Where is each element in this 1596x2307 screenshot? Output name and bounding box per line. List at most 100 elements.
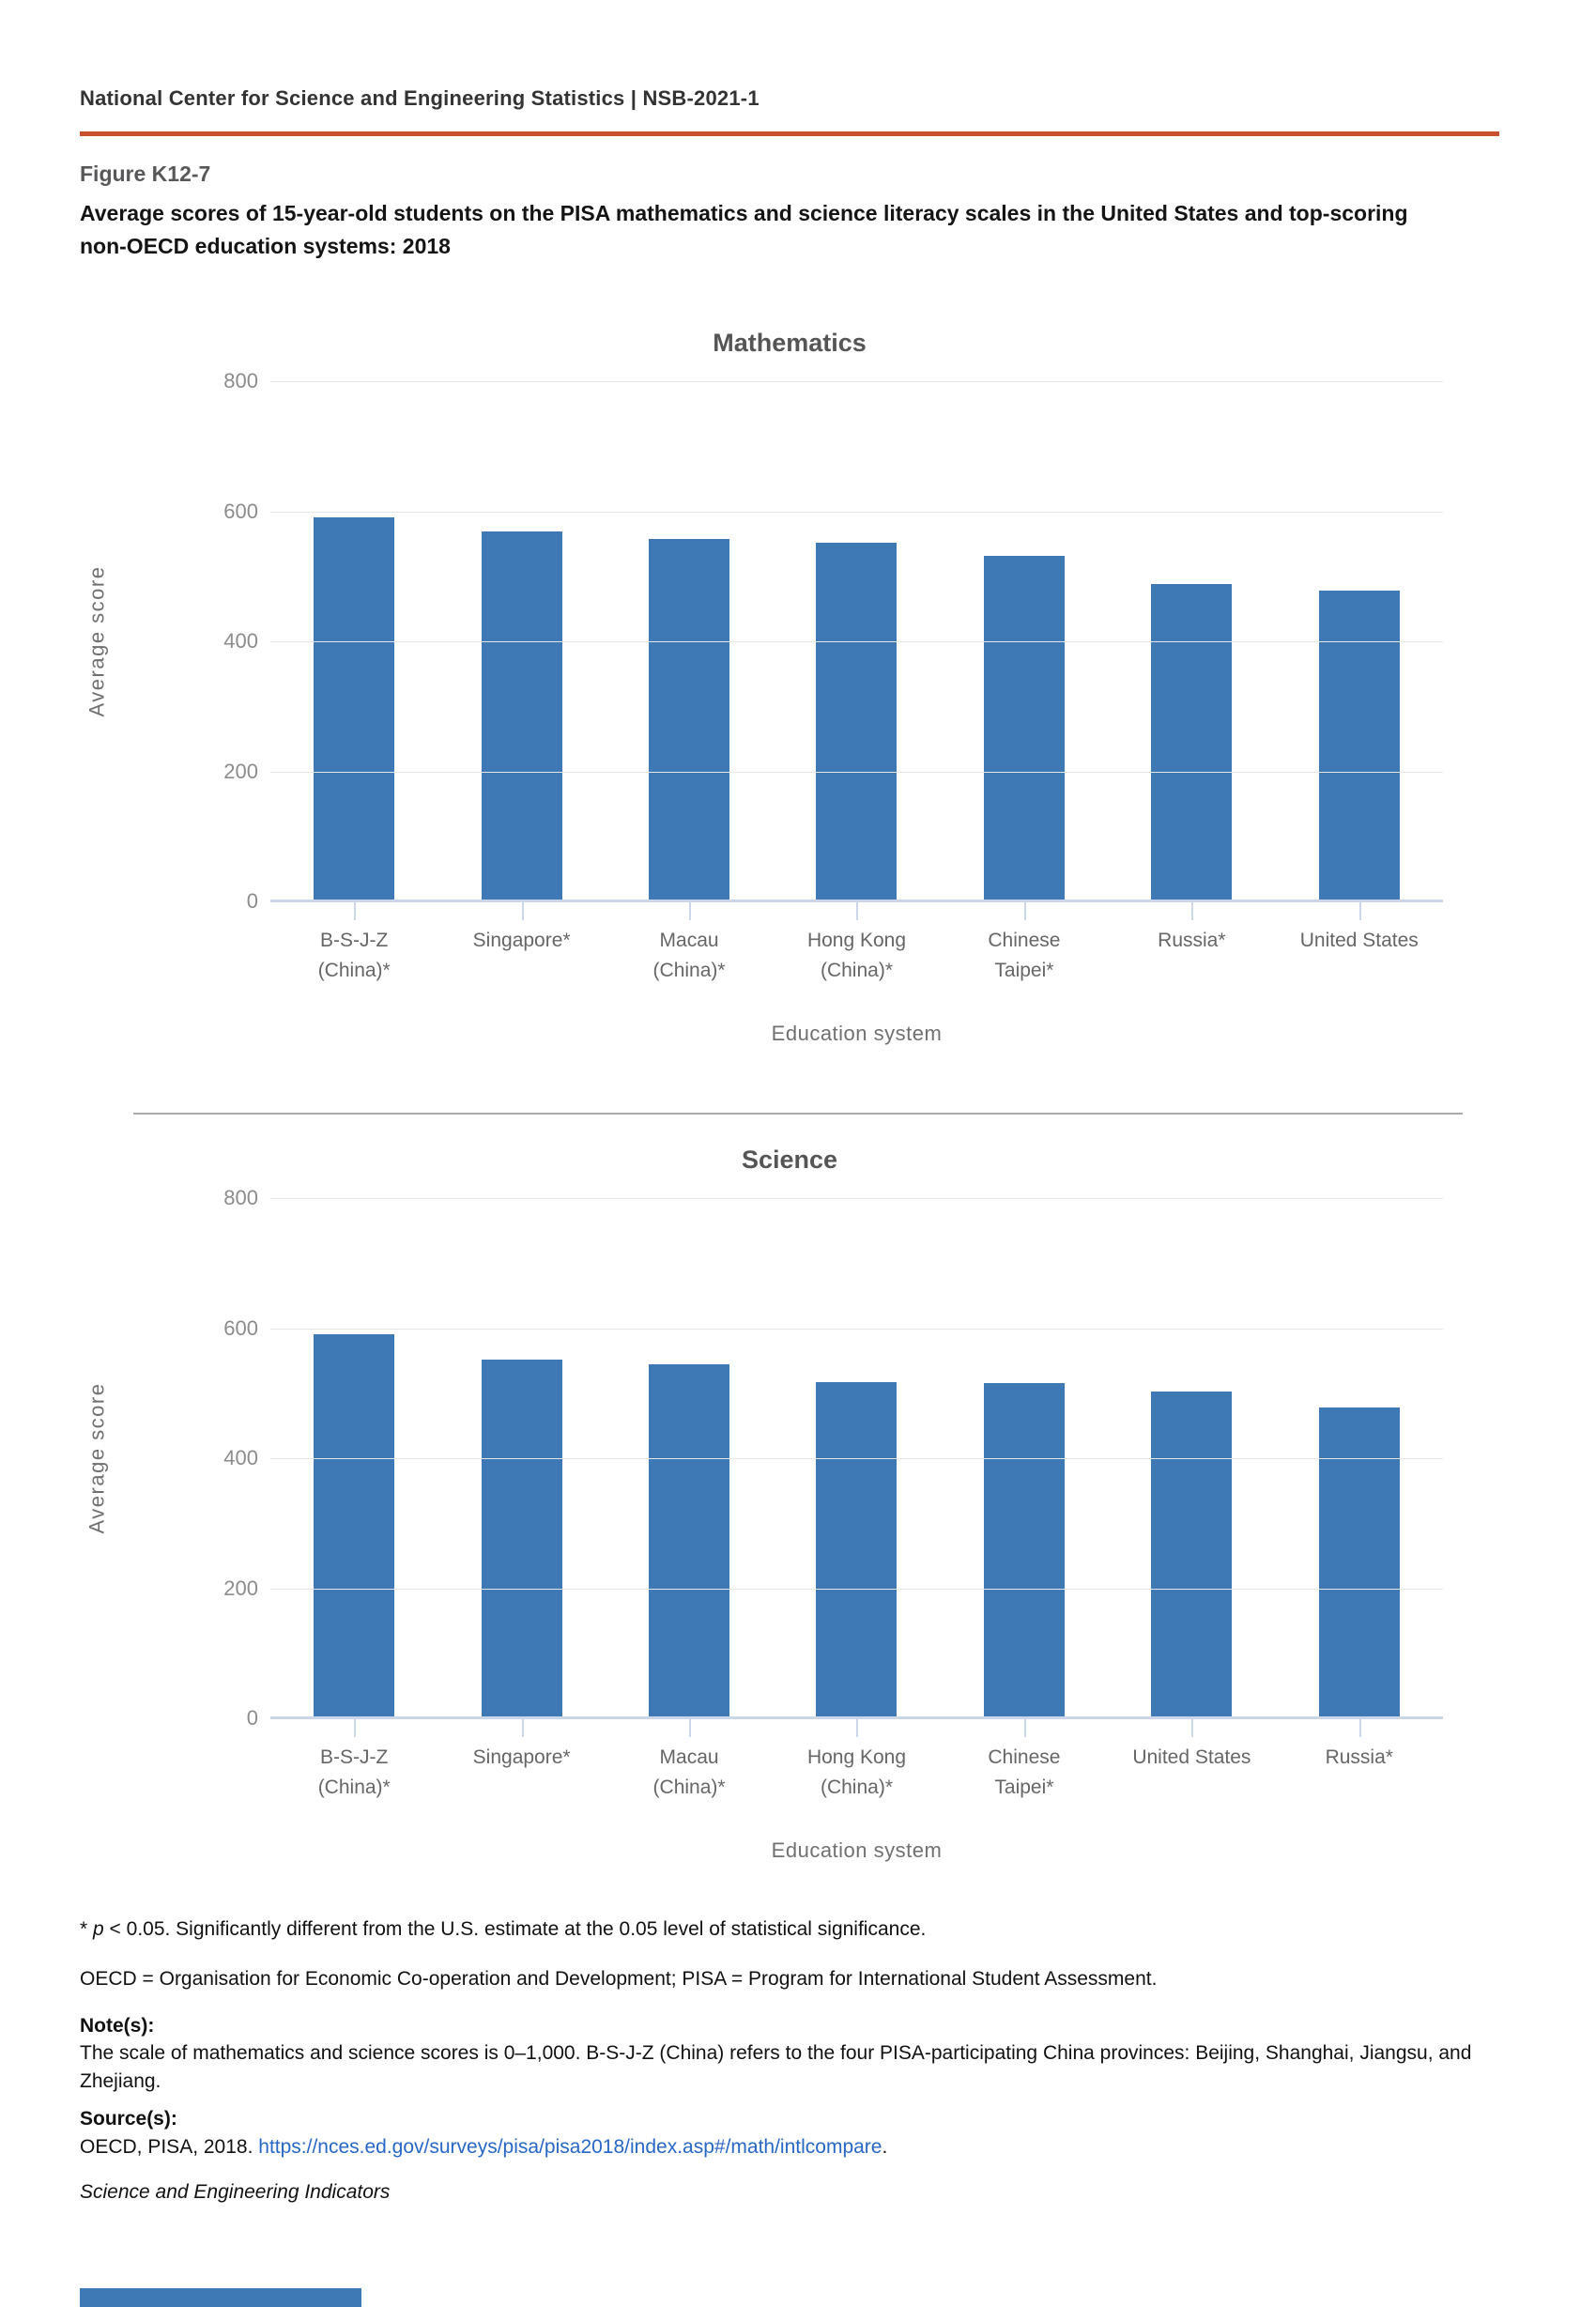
- chart-bar[interactable]: [1151, 584, 1233, 901]
- category-slot: Hong Kong (China)*: [773, 381, 940, 981]
- chart-bar[interactable]: [1318, 1407, 1400, 1718]
- x-tick: [1023, 901, 1026, 920]
- gridline: [270, 1458, 1443, 1459]
- header-rule: [80, 131, 1499, 136]
- x-tick: [1358, 901, 1361, 920]
- category-label: Russia*: [1325, 1746, 1393, 1768]
- category-label: United States: [1299, 930, 1419, 951]
- y-axis-title: Average score: [84, 565, 109, 717]
- source-link[interactable]: https://nces.ed.gov/surveys/pisa/pisa201…: [258, 2136, 882, 2158]
- category-slot: United States: [1276, 381, 1443, 951]
- y-tick-label: 200: [223, 759, 258, 783]
- y-tick-label: 0: [246, 1706, 258, 1730]
- x-tick: [1358, 1718, 1361, 1737]
- plot-area: B-S-J-Z (China)* Singapore* Macau (China)*…: [270, 381, 1443, 981]
- mathematics-chart: Mathematics Average score B-S-J-Z (China…: [80, 317, 1499, 1097]
- category-label: Macau (China)*: [652, 930, 726, 981]
- bars-container: B-S-J-Z (China)* Singapore* Macau (China)*…: [270, 381, 1443, 981]
- category-label: B-S-J-Z (China)*: [317, 930, 391, 981]
- figure-number: Figure K12-7: [80, 161, 211, 186]
- x-axis-line: [270, 900, 1443, 902]
- y-tick-label: 800: [223, 1186, 258, 1209]
- category-label: B-S-J-Z (China)*: [317, 1746, 391, 1798]
- category-slot: Chinese Taipei*: [941, 381, 1108, 981]
- x-tick: [689, 1718, 692, 1737]
- y-tick-label: 600: [223, 499, 258, 523]
- category-slot: Russia*: [1108, 381, 1275, 951]
- page-header: National Center for Science and Engineer…: [80, 86, 760, 110]
- gridline: [270, 771, 1443, 773]
- science-chart: Science Average score B-S-J-Z (China)* Si…: [80, 1134, 1499, 1914]
- x-tick: [1191, 1718, 1194, 1737]
- x-axis-title: Education system: [771, 1022, 943, 1045]
- significance-footnote: * p < 0.05. Significantly different from…: [80, 1918, 927, 1940]
- chart-bar[interactable]: [816, 1381, 898, 1718]
- category-label: Hong Kong (China)*: [806, 1746, 907, 1798]
- gridline: [270, 1198, 1443, 1199]
- x-tick: [1191, 901, 1194, 920]
- category-label: Chinese Taipei*: [988, 1746, 1061, 1798]
- bars-container: B-S-J-Z (China)* Singapore* Macau (China)*…: [270, 1198, 1443, 1798]
- chart-bar[interactable]: [481, 531, 562, 901]
- chart-title: Science: [741, 1146, 838, 1174]
- category-slot: Hong Kong (China)*: [773, 1198, 940, 1798]
- chart-bar[interactable]: [481, 1360, 562, 1718]
- chart-bar[interactable]: [1318, 591, 1400, 901]
- chart-bar[interactable]: [649, 1364, 730, 1718]
- chart-bar[interactable]: [816, 543, 898, 901]
- figure-title: Average scores of 15-year-old students o…: [80, 201, 1408, 258]
- category-label: United States: [1132, 1746, 1251, 1768]
- y-tick-label: 400: [223, 1446, 258, 1469]
- plot-area: B-S-J-Z (China)* Singapore* Macau (China)*…: [270, 1198, 1443, 1798]
- notes-heading: Note(s):: [80, 2015, 155, 2037]
- x-tick: [354, 1718, 357, 1737]
- definitions-footnote: OECD = Organisation for Economic Co-oper…: [80, 1968, 1158, 1990]
- category-slot: Singapore*: [437, 381, 605, 951]
- category-slot: B-S-J-Z (China)*: [270, 1198, 437, 1798]
- y-tick-label: 400: [223, 629, 258, 653]
- category-slot: B-S-J-Z (China)*: [270, 381, 437, 981]
- x-tick: [1023, 1718, 1026, 1737]
- category-slot: Macau (China)*: [606, 381, 773, 981]
- category-label: Russia*: [1158, 930, 1226, 951]
- y-tick-label: 200: [223, 1576, 258, 1600]
- footer-band-partial: [80, 2288, 361, 2307]
- category-slot: Singapore*: [437, 1198, 605, 1768]
- chart-bar[interactable]: [314, 516, 395, 901]
- attribution: Science and Engineering Indicators: [80, 2181, 391, 2203]
- category-label: Singapore*: [472, 1746, 571, 1768]
- category-label: Macau (China)*: [652, 1746, 726, 1798]
- category-slot: Chinese Taipei*: [941, 1198, 1108, 1798]
- x-tick: [521, 901, 524, 920]
- gridline: [270, 381, 1443, 382]
- category-slot: Macau (China)*: [606, 1198, 773, 1798]
- category-label: Chinese Taipei*: [988, 930, 1061, 981]
- chart-bar[interactable]: [314, 1334, 395, 1718]
- x-tick: [856, 1718, 859, 1737]
- chart-bar[interactable]: [649, 538, 730, 901]
- category-slot: United States: [1108, 1198, 1275, 1768]
- chart-divider: [133, 1113, 1463, 1115]
- chart-bar[interactable]: [1151, 1392, 1233, 1718]
- gridline: [270, 1328, 1443, 1330]
- gridline: [270, 511, 1443, 513]
- category-label: Singapore*: [472, 930, 571, 951]
- x-tick: [689, 901, 692, 920]
- y-tick-label: 600: [223, 1315, 258, 1340]
- gridline: [270, 1588, 1443, 1590]
- chart-bar[interactable]: [983, 1382, 1065, 1718]
- gridline: [270, 641, 1443, 642]
- x-axis-line: [270, 1716, 1443, 1719]
- chart-title: Mathematics: [713, 329, 867, 357]
- x-tick: [521, 1718, 524, 1737]
- notes-body: The scale of mathematics and science sco…: [80, 2042, 1472, 2093]
- source-heading: Source(s):: [80, 2108, 177, 2130]
- x-axis-title: Education system: [771, 1838, 943, 1862]
- chart-bar[interactable]: [983, 556, 1065, 901]
- x-tick: [354, 901, 357, 920]
- x-tick: [856, 901, 859, 920]
- category-label: Hong Kong (China)*: [806, 930, 907, 981]
- y-tick-label: 0: [246, 889, 258, 913]
- y-tick-label: 800: [223, 369, 258, 392]
